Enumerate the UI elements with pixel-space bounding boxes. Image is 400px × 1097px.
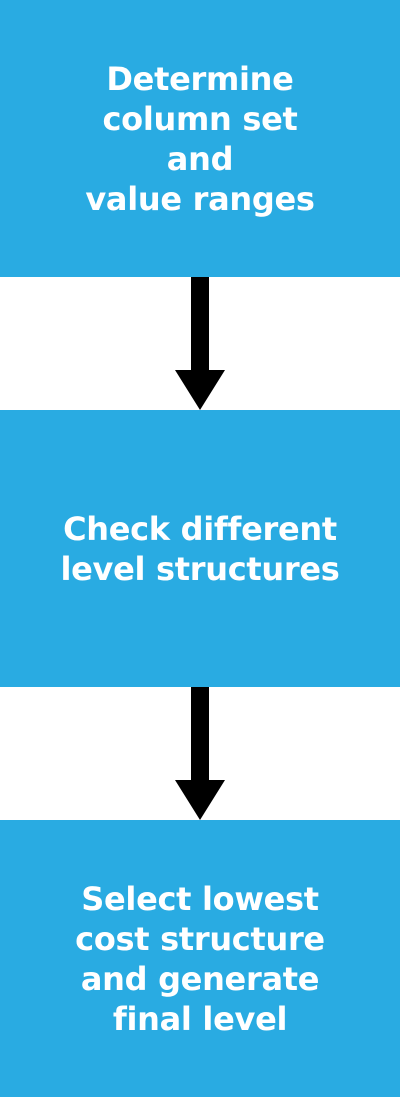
flow-arrow-2: [0, 687, 400, 820]
step-label-line: final level: [112, 999, 288, 1038]
step-label-line: column set: [102, 99, 298, 138]
step-label: Select lowest cost structure and generat…: [75, 879, 325, 1039]
step-label-line: Determine: [106, 59, 294, 98]
step-label: Determine column set and value ranges: [85, 59, 315, 219]
step-label-line: Check different: [63, 509, 337, 548]
step-box-determine-columns: Determine column set and value ranges: [0, 0, 400, 277]
step-label-line: Select lowest: [81, 879, 319, 918]
step-label-line: and: [166, 139, 234, 178]
step-label-line: value ranges: [85, 179, 315, 218]
step-label-line: and generate: [80, 959, 320, 998]
step-label-line: cost structure: [75, 919, 325, 958]
step-box-check-structures: Check different level structures: [0, 410, 400, 687]
arrow-down-icon: [175, 687, 225, 820]
step-label: Check different level structures: [60, 509, 339, 589]
arrow-down-icon: [175, 277, 225, 410]
step-box-select-lowest-cost: Select lowest cost structure and generat…: [0, 820, 400, 1097]
step-label-line: level structures: [60, 549, 340, 588]
flow-arrow-1: [0, 277, 400, 410]
